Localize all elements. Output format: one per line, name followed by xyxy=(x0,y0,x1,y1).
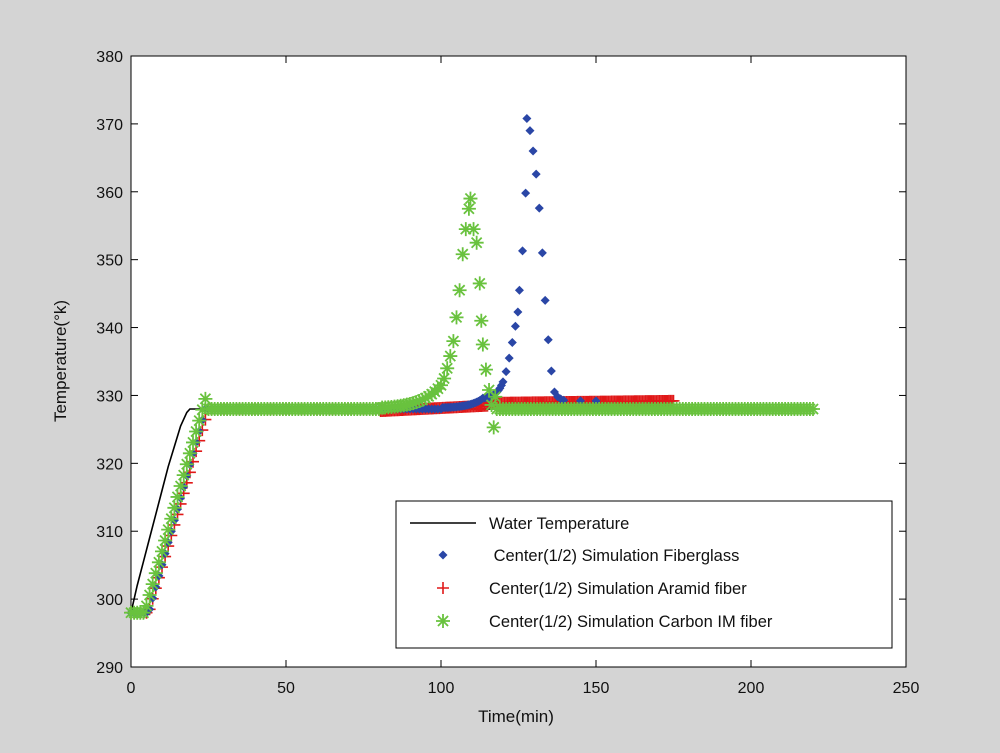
asterisk-point xyxy=(440,361,455,376)
x-tick-label: 0 xyxy=(127,680,136,697)
asterisk-point xyxy=(455,247,470,262)
asterisk-point xyxy=(164,511,179,526)
asterisk-point xyxy=(372,402,386,417)
asterisk-point xyxy=(176,468,191,483)
asterisk-point xyxy=(806,402,820,417)
axis-ticks: 0 50 100 150 200 250 290 300 310 320 330 340 350 360 3… xyxy=(96,49,919,697)
asterisk-point xyxy=(484,397,499,412)
asterisk-point xyxy=(472,276,487,291)
x-tick-label: 150 xyxy=(583,680,610,697)
legend-marker-carbon xyxy=(436,614,450,628)
asterisk-point xyxy=(173,479,188,494)
diamond-point xyxy=(498,377,508,387)
asterisk-point xyxy=(179,457,194,472)
legend-label-fiberglass: Center(1/2) Simulation Fiberglass xyxy=(489,547,739,565)
y-tick-label: 290 xyxy=(96,660,123,677)
asterisk-point xyxy=(148,566,163,581)
series-3 xyxy=(124,191,820,620)
diamond-point xyxy=(546,366,556,376)
asterisk-point xyxy=(488,389,503,404)
y-tick-label: 370 xyxy=(96,117,123,134)
x-tick-label: 100 xyxy=(428,680,455,697)
x-tick-label: 250 xyxy=(893,680,920,697)
legend: Water Temperature Center(1/2) Simulation… xyxy=(395,500,893,649)
diamond-point xyxy=(540,295,550,305)
diamond-point xyxy=(543,335,553,345)
y-axis-label: Temperature(°k) xyxy=(51,300,70,422)
y-tick-label: 360 xyxy=(96,185,123,202)
legend-marker-fiberglass xyxy=(438,550,448,560)
asterisk-point xyxy=(170,489,185,504)
diamond-point xyxy=(528,146,538,156)
diamond-point xyxy=(510,321,520,331)
asterisk-point xyxy=(155,544,169,559)
asterisk-point xyxy=(463,191,478,206)
asterisk-point xyxy=(192,413,207,428)
asterisk-point xyxy=(437,371,452,386)
diamond-point xyxy=(521,188,531,198)
asterisk-point xyxy=(482,383,497,398)
diamond-point xyxy=(513,307,523,317)
y-tick-label: 320 xyxy=(96,456,123,473)
legend-marker-aramid xyxy=(437,582,449,594)
legend-box xyxy=(395,500,893,649)
asterisk-point xyxy=(136,605,151,620)
legend-label-water: Water Temperature xyxy=(489,515,629,533)
x-tick-label: 200 xyxy=(738,680,765,697)
diamond-point xyxy=(534,203,544,213)
asterisk-point xyxy=(167,500,182,515)
x-axis-label: Time(min) xyxy=(478,707,554,726)
asterisk-point xyxy=(461,201,476,216)
asterisk-point xyxy=(443,349,458,364)
asterisk-point xyxy=(475,337,490,352)
diamond-point xyxy=(525,126,535,136)
asterisk-point xyxy=(469,235,484,250)
diamond-point xyxy=(518,246,528,256)
asterisk-point xyxy=(145,577,160,592)
y-tick-label: 350 xyxy=(96,253,123,270)
asterisk-point xyxy=(478,362,493,377)
x-tick-label: 50 xyxy=(277,680,295,697)
legend-label-aramid: Center(1/2) Simulation Aramid fiber xyxy=(489,580,747,598)
asterisk-point xyxy=(452,283,467,298)
y-tick-label: 300 xyxy=(96,592,123,609)
diamond-point xyxy=(537,248,547,258)
asterisk-point xyxy=(189,424,204,439)
asterisk-point xyxy=(412,394,427,409)
asterisk-point xyxy=(474,313,489,328)
diamond-point xyxy=(507,337,517,347)
asterisk-point xyxy=(434,378,448,393)
y-tick-label: 310 xyxy=(96,524,123,541)
asterisk-point xyxy=(139,598,154,613)
asterisk-point xyxy=(406,396,421,411)
asterisk-point xyxy=(415,392,430,407)
series-layer xyxy=(124,113,820,620)
asterisk-point xyxy=(466,222,481,237)
asterisk-point xyxy=(182,446,197,461)
asterisk-point xyxy=(158,533,173,548)
y-tick-label: 380 xyxy=(96,49,123,66)
diamond-point xyxy=(531,169,541,179)
asterisk-point xyxy=(186,435,200,450)
diamond-point xyxy=(522,113,532,123)
asterisk-point xyxy=(449,310,464,325)
asterisk-point xyxy=(198,391,213,406)
y-tick-label: 330 xyxy=(96,388,123,405)
asterisk-point xyxy=(142,588,157,603)
legend-symbols xyxy=(410,522,476,628)
asterisk-point xyxy=(161,522,176,537)
asterisk-point xyxy=(446,334,461,349)
diamond-point xyxy=(504,353,514,363)
diamond-point xyxy=(514,285,524,295)
y-tick-label: 340 xyxy=(96,321,123,338)
asterisk-point xyxy=(409,395,424,410)
diamond-point xyxy=(501,367,511,377)
asterisk-point xyxy=(486,420,501,435)
asterisk-point xyxy=(458,222,473,237)
legend-label-carbon: Center(1/2) Simulation Carbon IM fiber xyxy=(489,613,773,631)
asterisk-point xyxy=(151,555,166,570)
